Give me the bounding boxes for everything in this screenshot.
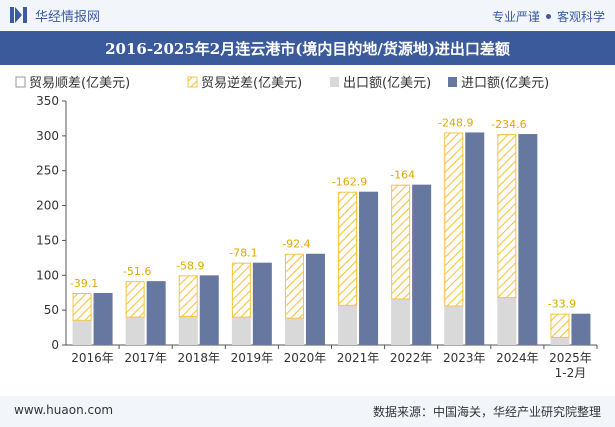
y-tick-label: 250 [36,164,59,178]
data-labels: -39.1 -51.6 -58.9 -78.1 -92.4 -162.9 -164 -248.… [70,116,576,310]
footer-source: 数据来源：中国海关，华经产业研究院整理 [372,405,601,419]
export-bar [444,305,464,345]
deficit-segment [125,281,145,318]
export-bar [125,317,145,345]
deficit-segment [444,132,464,307]
deficit-segment [338,191,358,306]
x-tick-label: 2017年 [124,351,167,365]
import-bar [252,262,272,345]
tagline: 专业严谨 客观科学 [492,8,605,25]
footer-url: www.huaon.com [14,403,114,417]
x-tick-label: 2024年 [496,351,539,365]
axes: 0 50 100 150 200 250 300 350 2016年 2017年 2018年 2019… [36,94,598,380]
title-bar: 2016-2025年2月连云港市(境内目的地/货源地)进出口差额 [0,31,615,65]
brand-name: 华经情报网 [35,9,101,25]
legend-swatch [448,77,457,87]
export-bar [550,337,570,345]
x-tick-label: 2023年 [443,351,486,365]
deficit-segment [72,292,92,321]
deficit-segment [231,262,251,318]
deficit-segment [178,275,198,317]
import-bar [412,184,432,345]
logo-icon [10,7,27,23]
y-tick-label: 150 [36,233,59,247]
deficit-segment [391,184,411,300]
import-bar [146,281,166,345]
legend-label: 贸易顺差(亿美元) [29,76,130,91]
deficit-label: -39.1 [70,277,98,290]
deficit-label: -162.9 [332,176,367,189]
legend-label: 进口额(亿美元) [461,76,549,91]
import-bar [465,132,485,345]
footer: www.huaon.com 数据来源：中国海关，华经产业研究院整理 [0,396,615,427]
export-bar [338,305,358,345]
x-tick-label: 2021年 [337,351,380,365]
legend-swatch [15,76,26,88]
deficit-segment [284,253,304,319]
deficit-segment [550,313,570,338]
chart-title: 2016-2025年2月连云港市(境内目的地/货源地)进出口差额 [105,39,510,58]
chart: 贸易顺差(亿美元) 贸易逆差(亿美元) 出口额(亿美元) 进口额(亿美元) 0 50 10… [15,75,598,380]
legend: 贸易顺差(亿美元) 贸易逆差(亿美元) 出口额(亿美元) 进口额(亿美元) [15,75,549,91]
deficit-label: -51.6 [123,265,151,278]
deficit-label: -58.9 [176,259,204,272]
y-tick-label: 200 [36,199,59,213]
deficit-label: -234.6 [491,118,526,131]
deficit-label: -78.1 [229,247,257,260]
deficit-label: -248.9 [438,116,473,129]
tagline-dot-icon [545,14,551,19]
deficit-label: -92.4 [282,238,310,251]
import-bar [571,313,591,345]
legend-label: 出口额(亿美元) [343,76,431,91]
import-bar [518,134,538,345]
import-bar [93,292,113,345]
import-bar [359,191,379,345]
export-bar [391,298,411,345]
y-tick-label: 50 [44,303,59,317]
export-bar [72,320,92,345]
y-tick-label: 100 [36,268,59,282]
top-bar: 华经情报网 专业严谨 客观科学 [0,0,615,30]
bars [72,132,591,345]
import-bar [199,275,219,345]
deficit-label: -164 [390,169,415,182]
export-bar [231,317,251,345]
x-tick-label: 2016年 [71,351,114,365]
tagline-left: 专业严谨 [491,10,540,24]
legend-label: 贸易逆差(亿美元) [201,75,302,91]
brand: 华经情报网 [10,6,101,25]
export-bar [284,318,304,345]
x-tick-label: 2018年 [177,351,220,365]
x-tick-label: 2019年 [231,351,274,365]
y-tick-label: 300 [36,129,59,143]
y-tick-label: 0 [51,338,59,352]
export-bar [497,297,517,345]
y-tick-label: 350 [36,94,59,108]
deficit-label: -33.9 [548,298,576,311]
x-tick-label: 2022年 [390,351,433,365]
deficit-segment [497,134,517,299]
legend-swatch [330,77,339,87]
tagline-right: 客观科学 [556,10,605,24]
x-tick-label: 2025年 1-2月 [549,351,592,380]
legend-swatch [187,76,198,88]
import-bar [305,253,325,345]
export-bar [178,316,198,345]
x-tick-label: 2020年 [284,351,327,365]
